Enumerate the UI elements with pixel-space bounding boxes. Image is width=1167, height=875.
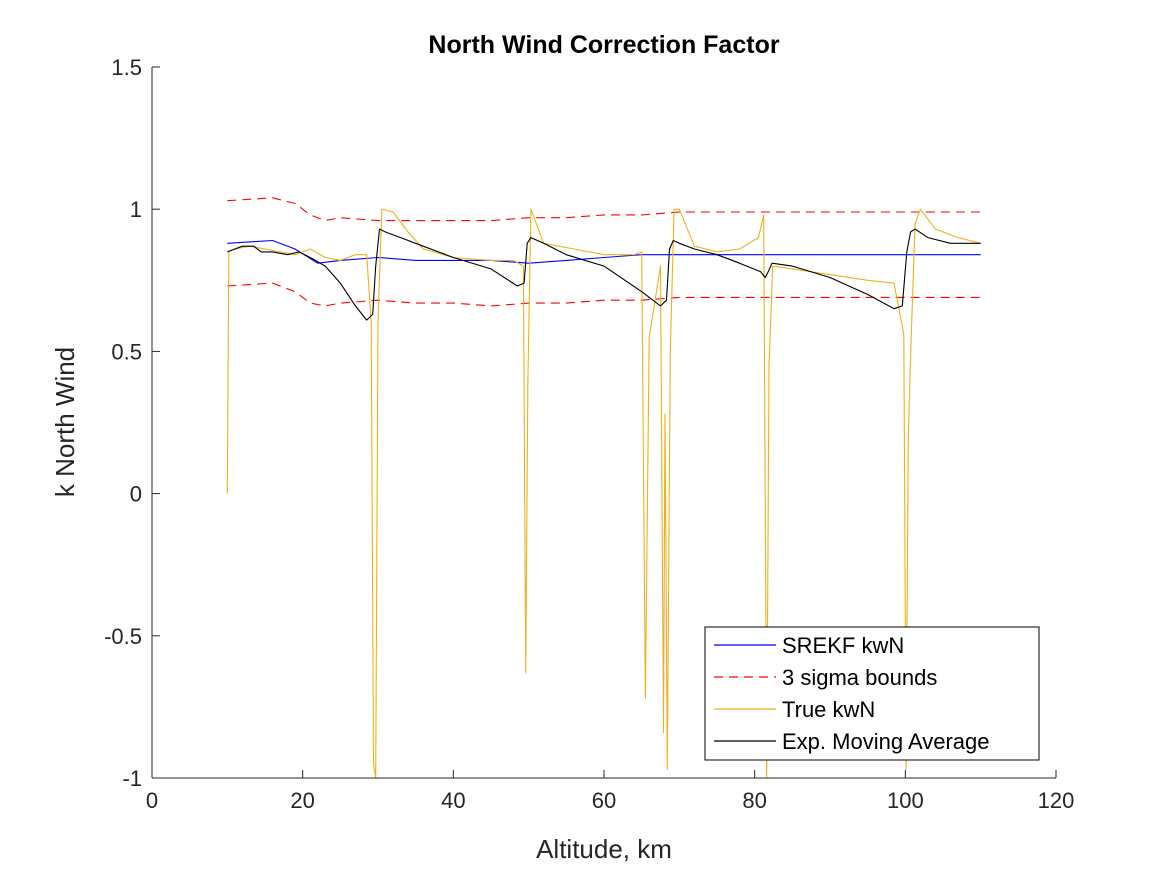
y-axis: -1 -0.5 0 0.5 1 1.5 (104, 55, 160, 791)
y-tick-label: -1 (122, 766, 142, 791)
y-tick-label: -0.5 (104, 624, 142, 649)
x-tick-label: 0 (146, 788, 158, 813)
y-axis-label: k North Wind (50, 347, 80, 497)
y-tick-label: 0 (130, 482, 142, 507)
series-line-2 (227, 197, 981, 222)
y-tick-label: 0.5 (111, 339, 142, 364)
legend-label-4: Exp. Moving Average (782, 729, 990, 754)
series-layer (226, 197, 981, 779)
x-axis: 0 20 40 60 80 100 120 (146, 770, 1074, 813)
series-line-4 (227, 228, 981, 321)
x-axis-label: Altitude, km (536, 834, 672, 864)
legend-label-3: True kwN (782, 697, 875, 722)
x-tick-label: 60 (592, 788, 616, 813)
x-tick-label: 20 (290, 788, 314, 813)
y-tick-label: 1.5 (111, 55, 142, 80)
legend-box (704, 626, 1040, 761)
chart-title: North Wind Correction Factor (428, 31, 779, 59)
series-line-3 (226, 208, 981, 779)
legend-label-1: SREKF kwN (782, 633, 904, 658)
series-line-1 (227, 239, 981, 264)
legend: SREKF kwN 3 sigma bounds True kwN Exp. Movi… (704, 626, 1040, 761)
legend-label-2: 3 sigma bounds (782, 665, 937, 690)
x-tick-label: 80 (742, 788, 766, 813)
x-tick-label: 120 (1038, 788, 1075, 813)
y-tick-label: 1 (130, 197, 142, 222)
x-tick-label: 100 (887, 788, 924, 813)
x-tick-label: 40 (441, 788, 465, 813)
series-line-2-lower (227, 282, 981, 307)
